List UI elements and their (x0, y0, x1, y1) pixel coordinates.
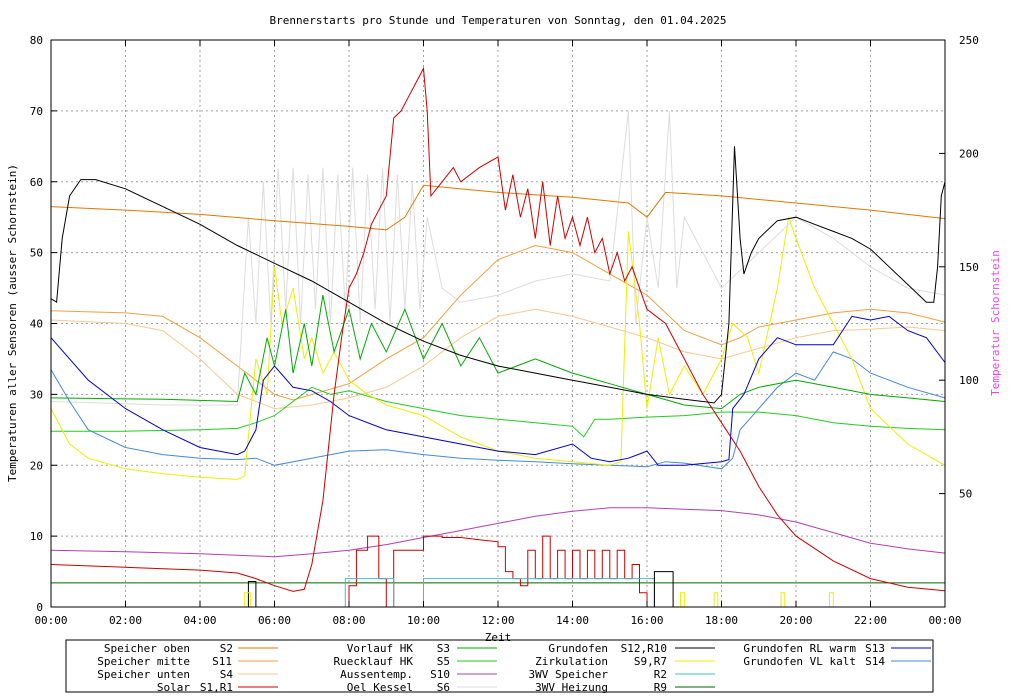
legend: Speicher oben S2 Speicher mitte S11 Speicher… (97, 642, 931, 694)
ticks: 00:00 02:00 04:00 06:00 08:00 10:00 12:00 14:00… (30, 34, 979, 627)
y-tick-label: 60 (30, 176, 43, 189)
y2-tick-label: 250 (959, 34, 979, 47)
legend-code: S5 (437, 655, 450, 668)
series-line-speicher-mitte (50, 244, 946, 401)
legend-label: Ruecklauf HK (334, 655, 414, 668)
chart-title: Brennerstarts pro Stunde und Temperature… (270, 14, 727, 27)
legend-label: Zirkulation (535, 655, 608, 668)
series-line-grundofen (50, 146, 946, 404)
legend-label: Grundofen (548, 642, 608, 655)
series-line-speicher-unten (50, 308, 946, 410)
y-tick-label: 20 (30, 459, 43, 472)
series-line-vorlauf-hk (50, 295, 946, 410)
x-tick-label: 20:00 (779, 614, 812, 627)
y2-tick-label: 150 (959, 261, 979, 274)
legend-code: S10 (430, 668, 450, 681)
legend-code: S12,R10 (621, 642, 667, 655)
step-line-zirkulation-puls (244, 592, 834, 608)
y-tick-label: 80 (30, 34, 43, 47)
y-tick-label: 70 (30, 105, 43, 118)
legend-label: 3WV Heizung (535, 681, 608, 694)
series-line-solar (50, 66, 946, 592)
legend-label: Aussentemp. (340, 668, 413, 681)
series-line-grundofen-rl-warm (50, 315, 946, 466)
y-tick-label: 50 (30, 247, 43, 260)
series-line-aussentemp- (50, 507, 946, 558)
legend-label: Grundofen RL warm (743, 642, 856, 655)
x-tick-label: 14:00 (556, 614, 589, 627)
legend-label: Oel Kessel (347, 681, 413, 694)
legend-code: R2 (654, 668, 667, 681)
x-tick-label: 02:00 (109, 614, 142, 627)
legend-label: Speicher oben (104, 642, 190, 655)
legend-code: S9,R7 (634, 655, 667, 668)
y-tick-label: 10 (30, 530, 43, 543)
legend-label: Vorlauf HK (347, 642, 414, 655)
y-axis-label: Temperaturen aller Sensoren (ausser Scho… (6, 164, 19, 482)
x-tick-label: 08:00 (332, 614, 365, 627)
legend-code: S4 (220, 668, 234, 681)
x-tick-label: 12:00 (481, 614, 514, 627)
legend-code: R9 (654, 681, 667, 694)
legend-code: S13 (865, 642, 885, 655)
y2-axis-label: Temperatur Schornstein (989, 250, 1002, 396)
y2-tick-label: 200 (959, 147, 979, 160)
legend-label: Speicher mitte (97, 655, 190, 668)
series-line-speicher-oben (50, 184, 946, 231)
x-tick-label: 10:00 (407, 614, 440, 627)
legend-code: S2 (220, 642, 233, 655)
legend-code: S3 (437, 642, 450, 655)
legend-label: Grundofen VL kalt (743, 655, 856, 668)
series-line-ruecklauf-hk (51, 386, 946, 438)
x-axis-label: Zeit (485, 631, 512, 644)
x-tick-label: 18:00 (705, 614, 738, 627)
x-tick-label: 22:00 (854, 614, 887, 627)
legend-code: S1,R1 (200, 681, 233, 694)
series-layer (50, 66, 946, 608)
legend-code: S14 (865, 655, 885, 668)
x-tick-label: 00:00 (928, 614, 961, 627)
y2-tick-label: 50 (959, 488, 972, 501)
x-tick-label: 16:00 (630, 614, 663, 627)
x-tick-label: 04:00 (183, 614, 216, 627)
legend-code: S6 (437, 681, 450, 694)
x-tick-label: 06:00 (258, 614, 291, 627)
y2-tick-label: 100 (959, 374, 979, 387)
legend-box (65, 639, 934, 693)
y-tick-label: 40 (30, 318, 43, 331)
y-tick-label: 30 (30, 388, 43, 401)
series-line-zirkulation (50, 217, 946, 480)
legend-label: Solar (157, 681, 190, 694)
legend-code: S11 (212, 655, 232, 668)
x-tick-label: 00:00 (34, 614, 67, 627)
legend-label: 3WV Speicher (529, 668, 609, 681)
series-line-grundofen-vl-kalt (50, 351, 946, 470)
y-tick-label: 0 (36, 601, 43, 614)
legend-label: Speicher unten (97, 668, 190, 681)
grid (51, 40, 945, 607)
